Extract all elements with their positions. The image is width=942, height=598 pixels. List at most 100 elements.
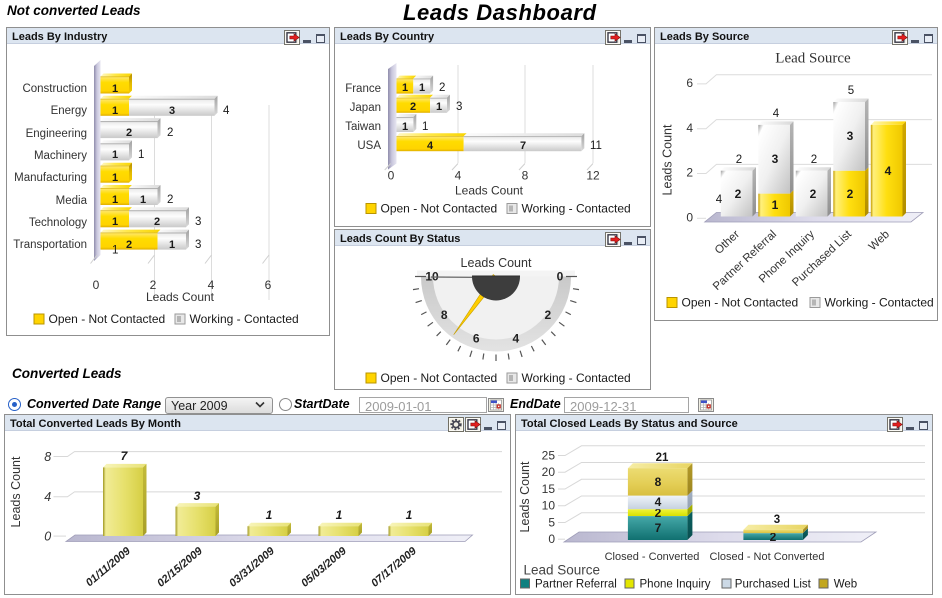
svg-text:4: 4: [686, 121, 693, 135]
svg-text:0: 0: [686, 211, 693, 225]
svg-text:8: 8: [441, 308, 448, 322]
svg-text:0: 0: [548, 532, 555, 546]
svg-text:Leads Count: Leads Count: [455, 184, 524, 198]
svg-text:Open - Not Contacted: Open - Not Contacted: [381, 202, 498, 216]
svg-text:3: 3: [195, 239, 201, 251]
svg-text:Working - Contacted: Working - Contacted: [522, 202, 631, 216]
svg-text:0: 0: [557, 270, 564, 284]
svg-text:Closed - Not Converted: Closed - Not Converted: [710, 551, 825, 563]
svg-text:2: 2: [655, 506, 662, 520]
svg-text:1: 1: [112, 149, 118, 161]
svg-text:1: 1: [140, 194, 146, 206]
svg-text:Partner Referral: Partner Referral: [711, 228, 779, 293]
svg-text:1: 1: [112, 194, 118, 206]
svg-text:1: 1: [402, 82, 408, 94]
svg-text:3: 3: [194, 489, 201, 503]
svg-text:Leads Count: Leads Count: [518, 461, 532, 532]
svg-text:Energy: Energy: [51, 105, 88, 117]
svg-text:7: 7: [520, 140, 526, 152]
svg-text:Working - Contacted: Working - Contacted: [825, 296, 934, 310]
svg-text:8: 8: [44, 450, 51, 464]
svg-text:Construction: Construction: [22, 83, 87, 95]
svg-text:8: 8: [522, 169, 529, 183]
svg-text:3: 3: [456, 101, 462, 113]
svg-text:2: 2: [811, 154, 817, 166]
svg-text:4: 4: [427, 140, 434, 152]
svg-text:6: 6: [265, 278, 272, 292]
svg-text:2: 2: [167, 194, 173, 206]
svg-text:25: 25: [542, 449, 556, 463]
svg-text:4: 4: [512, 331, 519, 345]
svg-text:1: 1: [772, 198, 779, 212]
svg-text:4: 4: [44, 490, 51, 504]
svg-text:Web: Web: [834, 579, 857, 591]
svg-text:2: 2: [736, 154, 742, 166]
svg-text:6: 6: [473, 331, 480, 345]
svg-text:10: 10: [542, 499, 556, 513]
svg-text:Partner Referral: Partner Referral: [535, 579, 617, 591]
svg-text:3: 3: [774, 514, 780, 526]
svg-text:Lead Source: Lead Source: [775, 51, 851, 67]
svg-text:Leads Count: Leads Count: [461, 256, 532, 270]
svg-text:15: 15: [542, 482, 556, 496]
svg-text:5: 5: [548, 516, 555, 530]
svg-text:2: 2: [126, 127, 132, 139]
svg-text:1: 1: [436, 101, 442, 113]
svg-text:7: 7: [121, 449, 129, 463]
svg-text:Phone Inquiry: Phone Inquiry: [640, 579, 711, 591]
svg-text:1: 1: [419, 82, 425, 94]
svg-text:Open - Not Contacted: Open - Not Contacted: [682, 296, 799, 310]
svg-text:6: 6: [686, 76, 693, 90]
svg-text:Manufacturing: Manufacturing: [14, 172, 87, 184]
svg-text:Working - Contacted: Working - Contacted: [522, 371, 631, 385]
svg-text:Open - Not Contacted: Open - Not Contacted: [49, 312, 166, 326]
svg-text:Closed - Converted: Closed - Converted: [605, 551, 700, 563]
svg-text:2: 2: [686, 166, 693, 180]
svg-text:1: 1: [406, 508, 413, 522]
svg-text:2: 2: [439, 82, 445, 94]
svg-text:4: 4: [885, 164, 892, 178]
svg-text:1: 1: [112, 83, 118, 95]
svg-text:01/11/2009: 01/11/2009: [84, 545, 134, 590]
svg-text:Technology: Technology: [29, 217, 87, 229]
svg-text:1: 1: [112, 216, 118, 228]
svg-text:4: 4: [223, 105, 230, 117]
svg-text:Transportation: Transportation: [13, 239, 87, 251]
svg-text:21: 21: [656, 452, 669, 464]
svg-text:Lead Source: Lead Source: [524, 563, 601, 578]
svg-text:20: 20: [542, 465, 556, 479]
svg-text:05/03/2009: 05/03/2009: [299, 545, 350, 590]
svg-text:2: 2: [810, 187, 817, 201]
svg-text:1: 1: [112, 105, 118, 117]
svg-text:0: 0: [388, 169, 395, 183]
svg-text:4: 4: [455, 169, 462, 183]
svg-text:11: 11: [590, 140, 602, 152]
svg-text:2: 2: [847, 187, 854, 201]
svg-text:1: 1: [112, 245, 118, 257]
svg-text:3: 3: [195, 216, 201, 228]
svg-text:USA: USA: [357, 140, 381, 152]
svg-text:4: 4: [773, 108, 780, 120]
svg-text:1: 1: [266, 508, 273, 522]
svg-text:1: 1: [402, 121, 408, 133]
svg-text:0: 0: [44, 529, 51, 543]
svg-text:5: 5: [848, 85, 854, 97]
svg-text:3: 3: [169, 105, 175, 117]
svg-text:0: 0: [93, 278, 100, 292]
svg-text:3: 3: [772, 152, 779, 166]
svg-text:1: 1: [336, 508, 343, 522]
svg-text:2: 2: [126, 239, 132, 251]
svg-text:Open - Not Contacted: Open - Not Contacted: [381, 371, 498, 385]
svg-text:2: 2: [154, 216, 160, 228]
svg-text:2: 2: [410, 101, 416, 113]
svg-text:2: 2: [770, 530, 777, 544]
svg-text:France: France: [345, 83, 381, 95]
svg-text:Taiwan: Taiwan: [345, 121, 381, 133]
svg-text:7: 7: [655, 521, 662, 535]
svg-text:2: 2: [544, 308, 551, 322]
svg-text:2: 2: [150, 278, 157, 292]
svg-text:Machinery: Machinery: [34, 150, 87, 162]
svg-text:12: 12: [586, 169, 600, 183]
svg-text:Leads Count: Leads Count: [146, 290, 215, 304]
svg-text:1: 1: [138, 149, 144, 161]
